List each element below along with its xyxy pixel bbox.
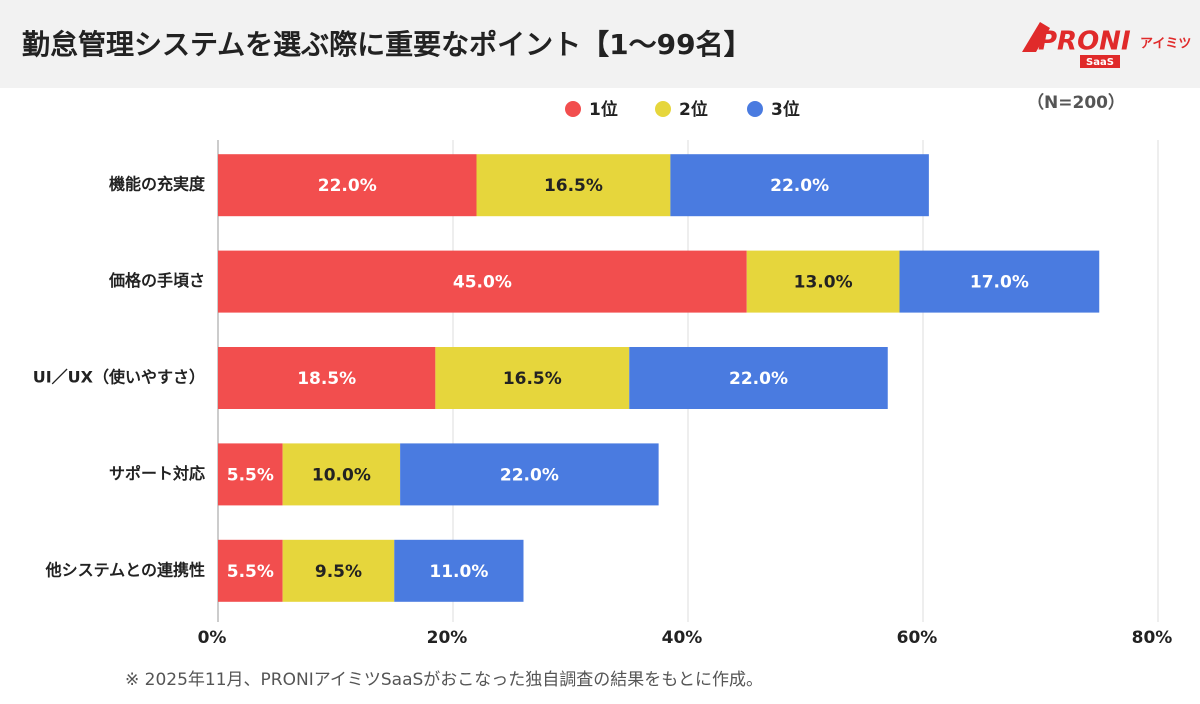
header-band [0, 0, 1200, 88]
y-tick-label: 他システムとの連携性 [45, 560, 205, 579]
logo-sub: アイミツ [1140, 37, 1191, 52]
sample-note: （N=200） [1027, 92, 1125, 113]
value-label: 45.0% [453, 273, 512, 293]
y-tick-label: 価格の手頃さ [108, 271, 205, 290]
value-label: 22.0% [500, 465, 559, 485]
value-label: 5.5% [227, 465, 274, 485]
value-label: 16.5% [503, 369, 562, 389]
legend-swatch [565, 101, 581, 117]
value-label: 13.0% [794, 273, 853, 293]
x-tick-label: 20% [427, 628, 468, 648]
bar-segment [629, 347, 888, 409]
legend-label: 1位 [589, 99, 618, 120]
y-tick-label: UI／UX（使いやすさ） [33, 368, 205, 387]
x-tick-label: 40% [662, 628, 703, 648]
x-tick-label: 0% [198, 628, 227, 648]
value-label: 11.0% [429, 562, 488, 582]
bar-segment [282, 443, 401, 506]
value-label: 22.0% [318, 176, 377, 196]
legend-swatch [655, 101, 671, 117]
value-label: 18.5% [297, 369, 356, 389]
bar-segment [218, 347, 436, 409]
footnote: ※ 2025年11月、PRONIアイミツSaaSがおこなった独自調査の結果をもと… [125, 670, 763, 690]
bar-segment [218, 443, 283, 506]
bar-segment [899, 250, 1100, 313]
legend-label: 3位 [771, 99, 800, 120]
bar-segment [218, 154, 477, 217]
y-tick-label: サポート対応 [109, 464, 205, 483]
bar-segment [394, 539, 524, 602]
bar-segment [476, 154, 671, 217]
logo-tag: SaaS [1086, 57, 1114, 68]
legend-swatch [747, 101, 763, 117]
chart-title: 勤怠管理システムを選ぶ際に重要なポイント【1〜99名】 [22, 28, 752, 61]
value-label: 10.0% [312, 465, 371, 485]
y-tick-label: 機能の充実度 [109, 175, 206, 194]
x-tick-label: 60% [897, 628, 938, 648]
bar-segment [218, 539, 283, 602]
bar-segment [282, 539, 395, 602]
value-label: 17.0% [970, 273, 1029, 293]
bar-segment [218, 250, 747, 313]
bar-segment [746, 250, 900, 313]
x-tick-label: 80% [1132, 628, 1173, 648]
value-label: 9.5% [315, 562, 362, 582]
value-label: 22.0% [729, 369, 788, 389]
value-label: 22.0% [770, 176, 829, 196]
bar-segment [400, 443, 659, 506]
bar-segment [435, 347, 630, 409]
value-label: 5.5% [227, 562, 274, 582]
logo: PRONI アイミツ SaaS [1022, 22, 1191, 68]
logo-mark [1022, 22, 1050, 52]
logo-brand: PRONI [1038, 27, 1131, 57]
legend-label: 2位 [679, 99, 708, 120]
logo-tag-box [1080, 55, 1120, 68]
value-label: 16.5% [544, 176, 603, 196]
bar-segment [670, 154, 929, 217]
